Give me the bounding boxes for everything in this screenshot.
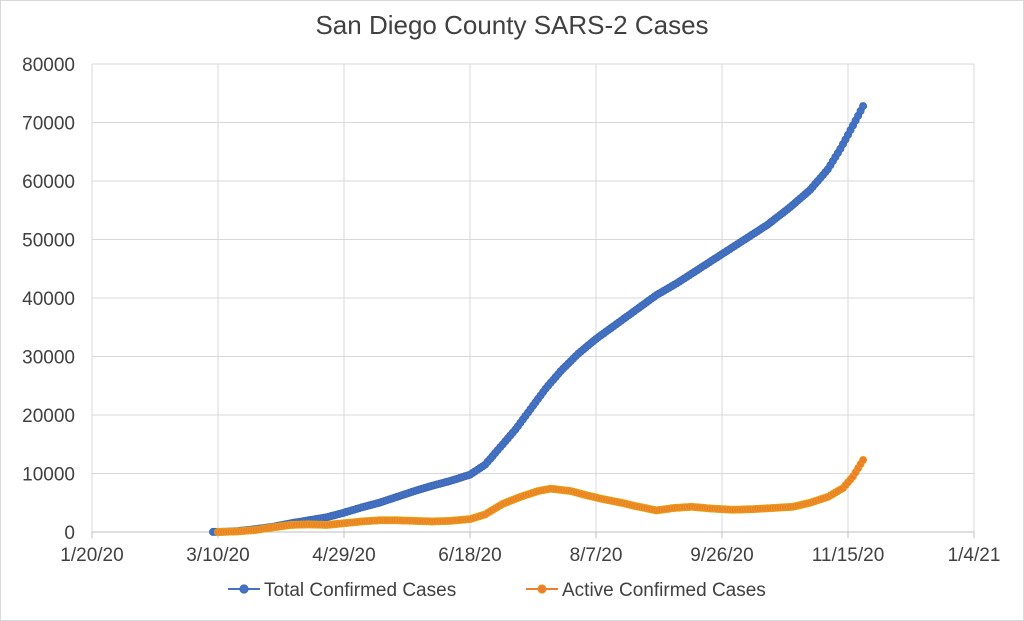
data-point: [859, 455, 868, 464]
x-tick-label: 1/20/20: [60, 545, 123, 566]
y-tick-label: 30000: [22, 348, 75, 369]
y-tick-label: 60000: [22, 172, 75, 193]
series-layer: [208, 102, 868, 537]
x-tick-label: 1/4/21: [948, 545, 1001, 566]
x-tick-label: 9/26/20: [690, 545, 753, 566]
y-tick-label: 80000: [22, 55, 75, 76]
legend: Total Confirmed Cases Active Confirmed Ca…: [228, 580, 766, 601]
y-tick-label: 70000: [22, 114, 75, 135]
legend-swatch-marker: [537, 584, 547, 594]
data-point: [859, 102, 868, 111]
legend-entry: Active Confirmed Cases: [526, 580, 766, 601]
x-tick-label: 3/10/20: [186, 545, 249, 566]
x-tick-label: 6/18/20: [438, 545, 501, 566]
y-tick-label: 40000: [22, 289, 75, 310]
x-tick-label: 11/15/20: [812, 545, 885, 566]
series-1: [213, 455, 868, 537]
axes: 0 10000 20000 30000 40000 50000 60000 70000 8000…: [22, 55, 1000, 566]
y-tick-label: 20000: [22, 406, 75, 427]
gridlines: [91, 63, 975, 532]
legend-label: Total Confirmed Cases: [264, 580, 456, 601]
legend-entry: Total Confirmed Cases: [228, 580, 456, 601]
y-tick-label: 50000: [22, 231, 75, 252]
chart-title: San Diego County SARS-2 Cases: [315, 10, 708, 40]
y-tick-label: 10000: [22, 465, 75, 486]
x-tick-label: 8/7/20: [570, 545, 623, 566]
legend-label: Active Confirmed Cases: [562, 580, 766, 601]
legend-swatch-marker: [239, 584, 249, 594]
y-tick-label: 0: [64, 523, 75, 544]
x-tick-label: 4/29/20: [312, 545, 375, 566]
